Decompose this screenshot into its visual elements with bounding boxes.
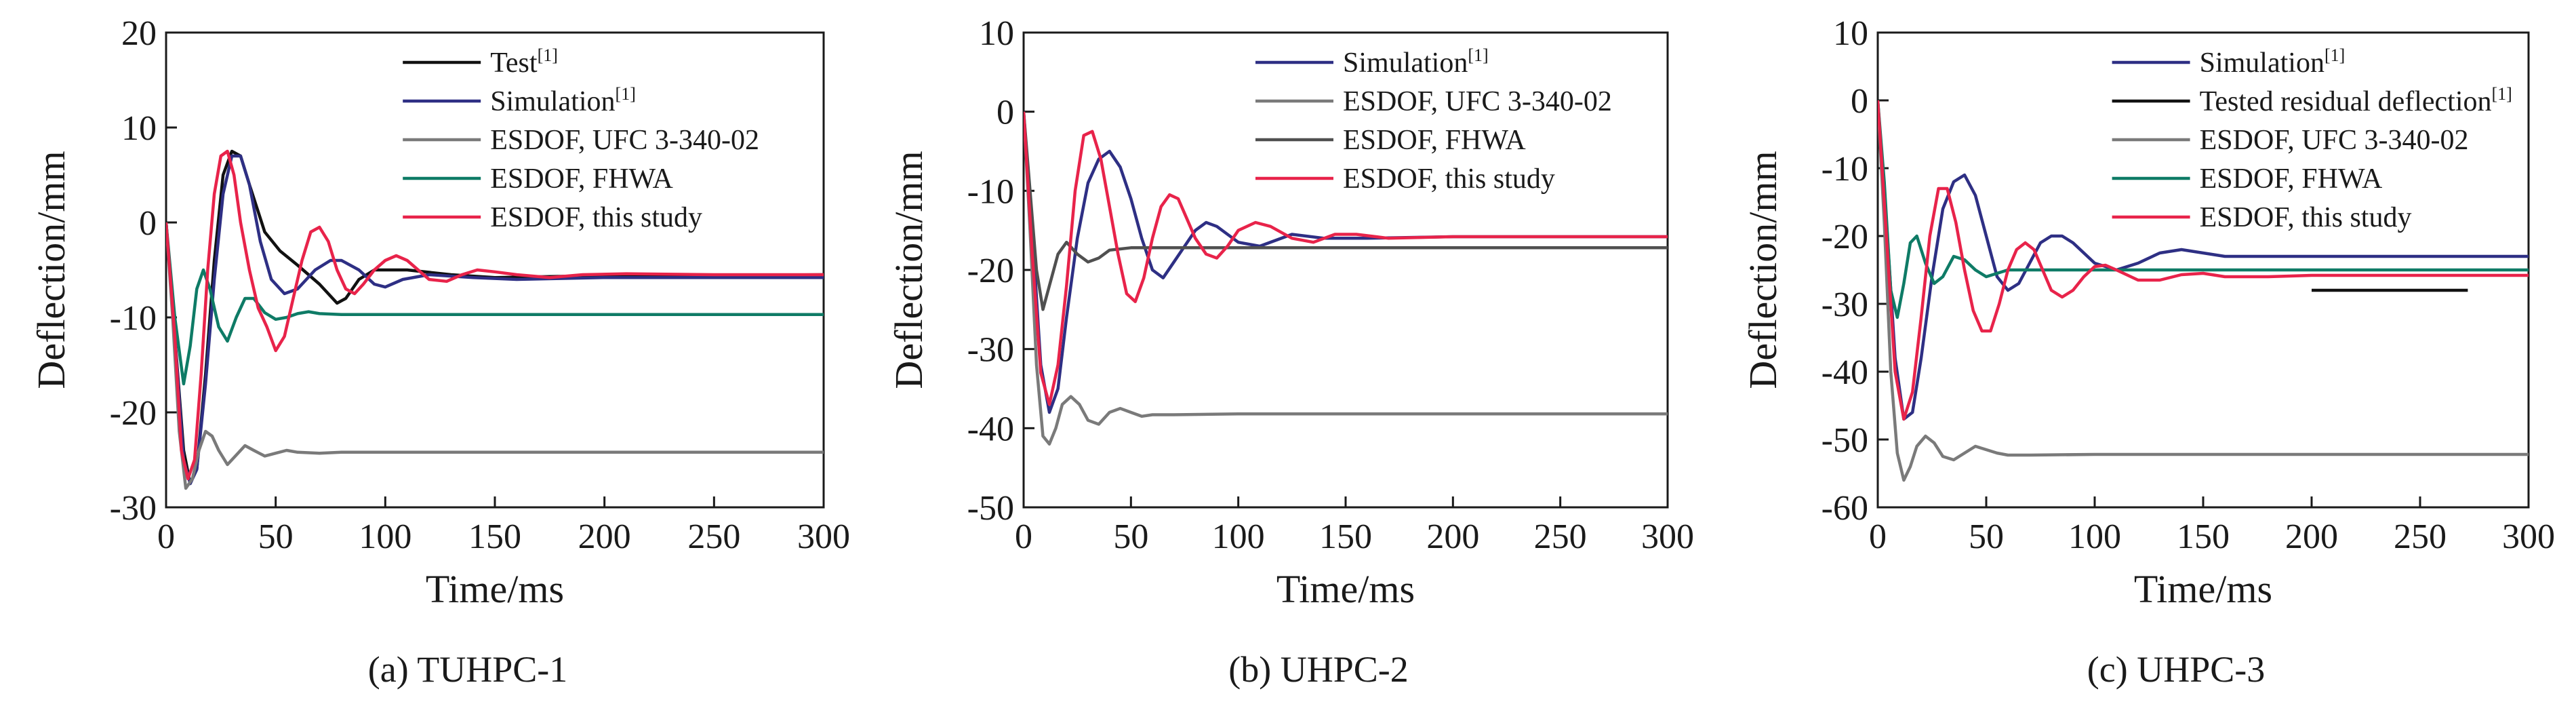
x-tick-label: 100 [1212,517,1265,556]
y-tick-label: 10 [979,14,1014,53]
y-tick-label: 10 [121,109,157,148]
x-tick-label: 250 [687,517,740,556]
legend-entry: ESDOF, FHWA [2200,163,2383,195]
x-tick-label: 0 [1869,517,1887,556]
legend-superscript: [1] [2491,84,2512,104]
y-axis-label: Deflection/mm [29,151,73,389]
x-tick-label: 150 [468,517,521,556]
x-tick-label: 200 [2285,517,2338,556]
series-line-4 [1878,100,2529,319]
chart-panel-2: 0 50 100 150 200 250 300 -50 -40 -30 -20 -10 0 10 Time… [887,14,1694,690]
x-tick-label: 200 [1426,517,1479,556]
legend-entry: ESDOF, this study [490,202,702,233]
x-tick-label: 0 [1015,517,1032,556]
panel-caption: (c) UHPC-3 [2087,649,2265,690]
legend-entry: ESDOF, this study [2200,202,2412,233]
x-tick-label: 50 [1969,517,2004,556]
legend-entry: ESDOF, FHWA [1343,125,1526,156]
legend-entry: Simulation[1] [2200,45,2346,79]
x-tick-label: 0 [157,517,175,556]
chart-panel-1: 0 50 100 150 200 250 300 -30 -20 -10 0 10 20 Time/ms D… [29,14,850,690]
x-tick-label: 250 [1534,517,1587,556]
x-tick-label: 300 [1641,517,1694,556]
y-tick-label: 0 [997,94,1014,132]
x-tick-label: 100 [2068,517,2121,556]
series-line-3 [1878,100,2529,482]
series-line-3 [1024,111,1668,311]
legend-entry: Simulation[1] [1343,45,1489,79]
series-line-1 [1024,111,1668,414]
y-tick-label: -40 [1822,353,1868,392]
y-tick-label: -50 [967,489,1014,528]
panel-caption: (b) UHPC-2 [1228,649,1409,690]
y-tick-label: 0 [1851,82,1868,121]
x-tick-label: 150 [1319,517,1372,556]
y-tick-label: -10 [110,299,157,338]
x-tick-label: 200 [578,517,631,556]
series-line-4 [166,222,824,386]
y-tick-label: -50 [1822,421,1868,460]
panel-caption: (a) TUHPC-1 [368,649,567,690]
y-tick-label: -60 [1822,489,1868,528]
y-tick-label: -20 [1822,218,1868,256]
legend-entry: ESDOF, this study [1343,163,1555,195]
y-tick-label: -40 [967,410,1014,448]
x-axis-label: Time/ms [2134,567,2272,611]
series-line-4 [1024,111,1668,406]
y-tick-label: -10 [967,172,1014,211]
legend-superscript: [1] [1468,45,1488,65]
series-line-2 [1024,111,1668,446]
x-tick-label: 50 [258,517,294,556]
legend-entry: ESDOF, UFC 3-340-02 [2200,125,2469,156]
legend-superscript: [1] [2325,45,2345,65]
legend-entry: ESDOF, UFC 3-340-02 [1343,86,1612,117]
legend-entry: Test[1] [490,45,558,79]
legend-superscript: [1] [538,45,558,65]
y-tick-label: 20 [121,14,157,53]
y-tick-label: -20 [110,394,157,433]
x-tick-label: 250 [2394,517,2447,556]
x-tick-label: 300 [797,517,850,556]
y-tick-label: 10 [1833,14,1868,53]
y-tick-label: 0 [139,204,157,243]
y-tick-label: -10 [1822,150,1868,189]
legend-entry: ESDOF, FHWA [490,163,673,195]
series-line-5 [166,149,824,481]
legend-entry: Tested residual deflection[1] [2200,84,2512,117]
legend-superscript: [1] [616,84,636,104]
y-tick-label: -30 [1822,286,1868,324]
y-axis-label: Deflection/mm [887,151,931,389]
series-line-3 [166,222,824,490]
x-tick-label: 300 [2502,517,2555,556]
x-axis-label: Time/ms [426,567,564,611]
x-tick-label: 150 [2177,517,2230,556]
y-tick-label: -30 [110,489,157,528]
series-line-2 [166,154,824,486]
y-tick-label: -30 [967,331,1014,370]
legend-entry: Simulation[1] [490,84,636,117]
y-tick-label: -20 [967,252,1014,290]
x-tick-label: 50 [1113,517,1148,556]
y-axis-label: Deflection/mm [1741,151,1785,389]
chart-panel-3: 0 50 100 150 200 250 300 -60 -50 -40 -30 -20 -10 0 10 T… [1741,14,2555,690]
x-tick-label: 100 [359,517,411,556]
legend-entry: ESDOF, UFC 3-340-02 [490,125,759,156]
x-axis-label: Time/ms [1276,567,1415,611]
series-line-1 [166,149,824,486]
series-line-5 [1878,100,2529,421]
